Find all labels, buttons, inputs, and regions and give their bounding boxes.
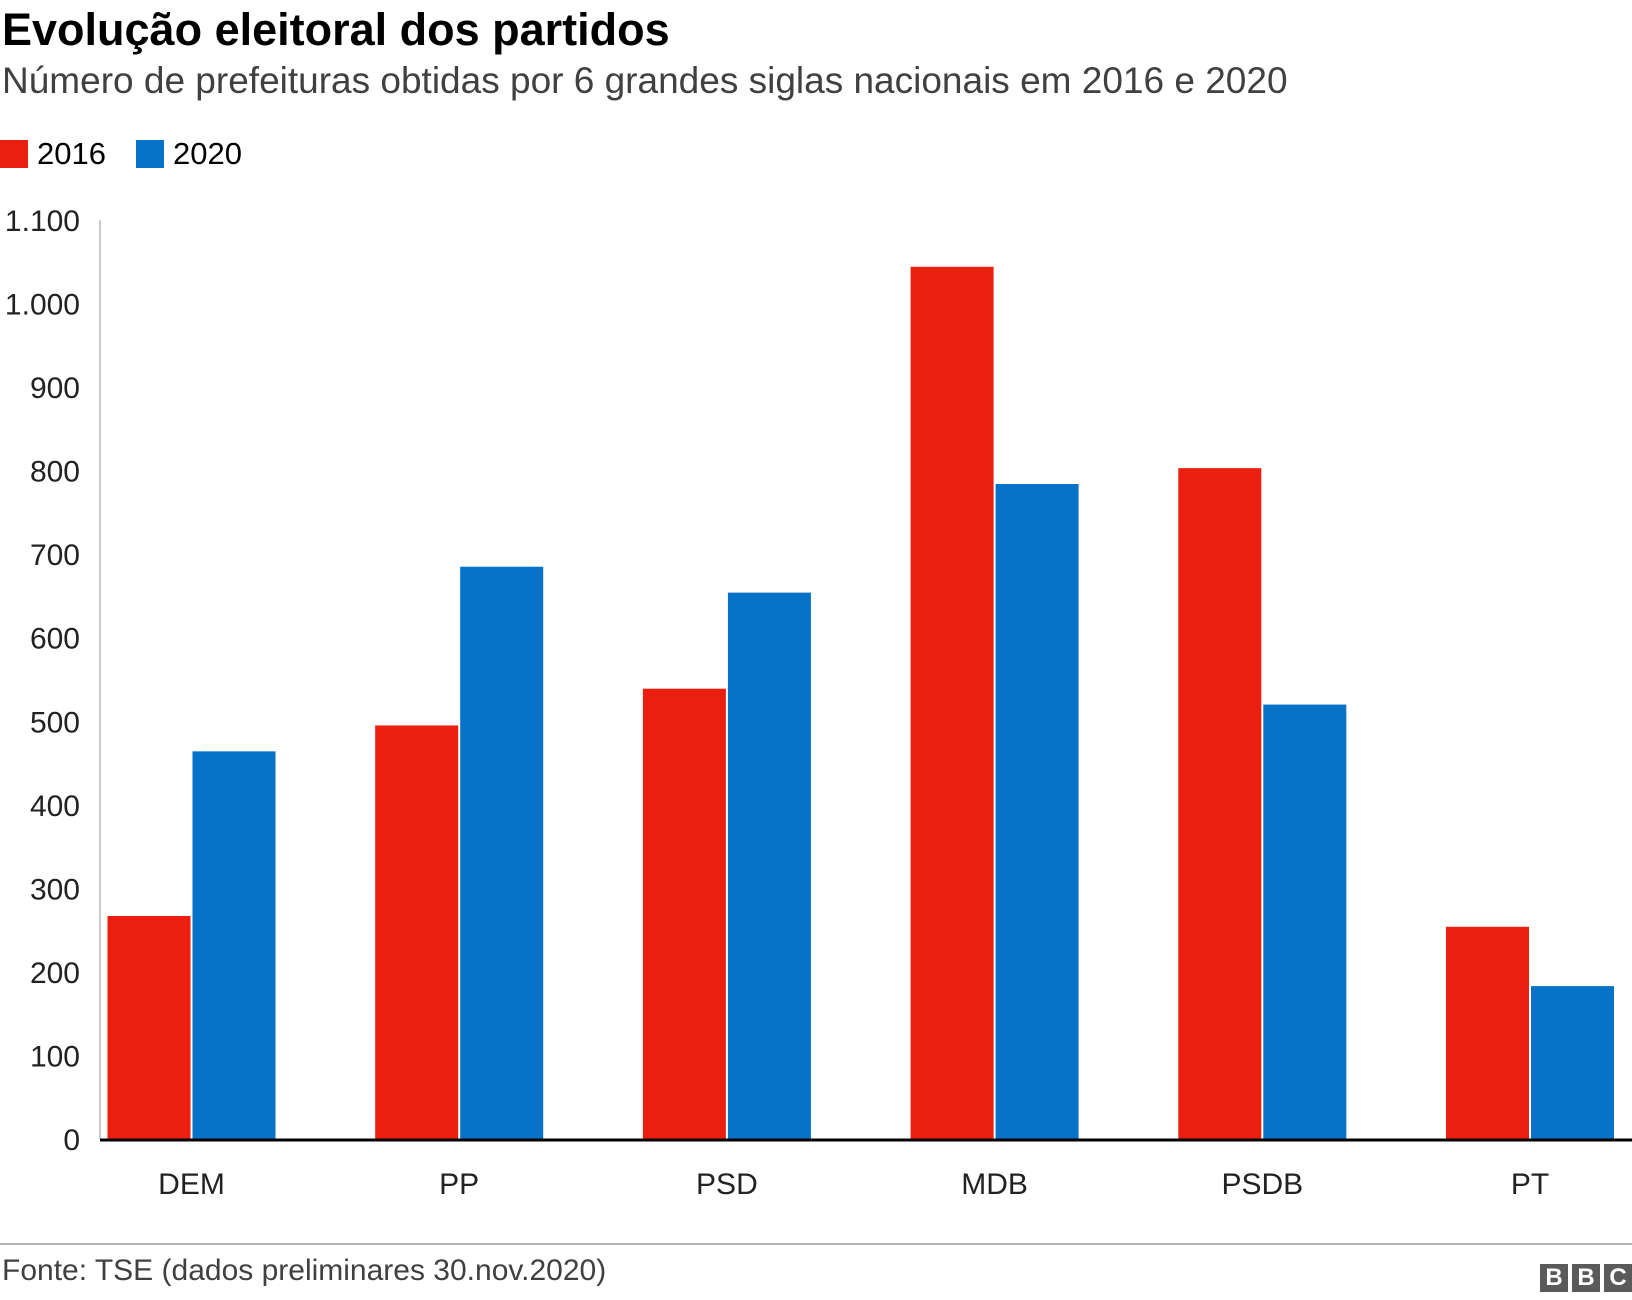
y-tick-label: 700 <box>30 539 80 572</box>
legend-swatch-2020 <box>135 140 164 168</box>
legend-label-2020: 2020 <box>172 136 242 171</box>
bar-psd-2020 <box>727 592 811 1139</box>
bar-psdb-2016 <box>1178 468 1262 1139</box>
bbc-logo-letter: B <box>1540 1264 1568 1292</box>
legend: 2016 2020 <box>0 136 272 172</box>
x-tick-label: PP <box>439 1168 479 1201</box>
bar-psdb-2020 <box>1263 704 1347 1139</box>
bar-dem-2020 <box>192 751 276 1139</box>
legend-item-2016: 2016 <box>0 136 106 172</box>
bar-pp-2016 <box>375 725 459 1139</box>
x-tick-label: DEM <box>158 1168 225 1201</box>
x-tick-label: MDB <box>961 1168 1028 1201</box>
legend-label-2016: 2016 <box>37 136 106 171</box>
chart-subtitle: Número de prefeituras obtidas por 6 gran… <box>2 60 1288 101</box>
chart-title: Evolução eleitoral dos partidos <box>2 4 670 55</box>
legend-swatch-2016 <box>0 140 28 168</box>
y-tick-label: 900 <box>30 372 80 405</box>
legend-item-2020: 2020 <box>135 136 242 172</box>
y-tick-label: 800 <box>30 456 80 489</box>
bbc-logo-letter: C <box>1604 1264 1632 1292</box>
y-tick-label: 1.000 <box>5 289 80 322</box>
y-tick-label: 500 <box>30 706 80 739</box>
y-tick-label: 0 <box>63 1124 80 1157</box>
bar-pt-2016 <box>1446 926 1529 1139</box>
bar-mdb-2020 <box>995 484 1079 1139</box>
x-tick-label: PT <box>1511 1168 1549 1201</box>
bar-psd-2016 <box>642 688 726 1139</box>
y-tick-label: 400 <box>30 790 80 823</box>
y-tick-label: 1.100 <box>5 205 80 238</box>
bbc-logo-letter: B <box>1572 1264 1600 1292</box>
y-tick-label: 600 <box>30 623 80 656</box>
y-tick-label: 300 <box>30 873 80 906</box>
y-tick-label: 100 <box>30 1040 80 1073</box>
bbc-logo: B B C <box>1540 1264 1632 1292</box>
y-tick-label: 200 <box>30 957 80 990</box>
bar-dem-2016 <box>107 915 191 1139</box>
source-note: Fonte: TSE (dados preliminares 30.nov.20… <box>2 1254 607 1287</box>
bar-pt-2020 <box>1531 986 1614 1139</box>
bar-mdb-2016 <box>910 266 994 1139</box>
bar-pp-2020 <box>460 566 544 1139</box>
x-tick-label: PSDB <box>1221 1168 1303 1201</box>
x-tick-label: PSD <box>696 1168 758 1201</box>
